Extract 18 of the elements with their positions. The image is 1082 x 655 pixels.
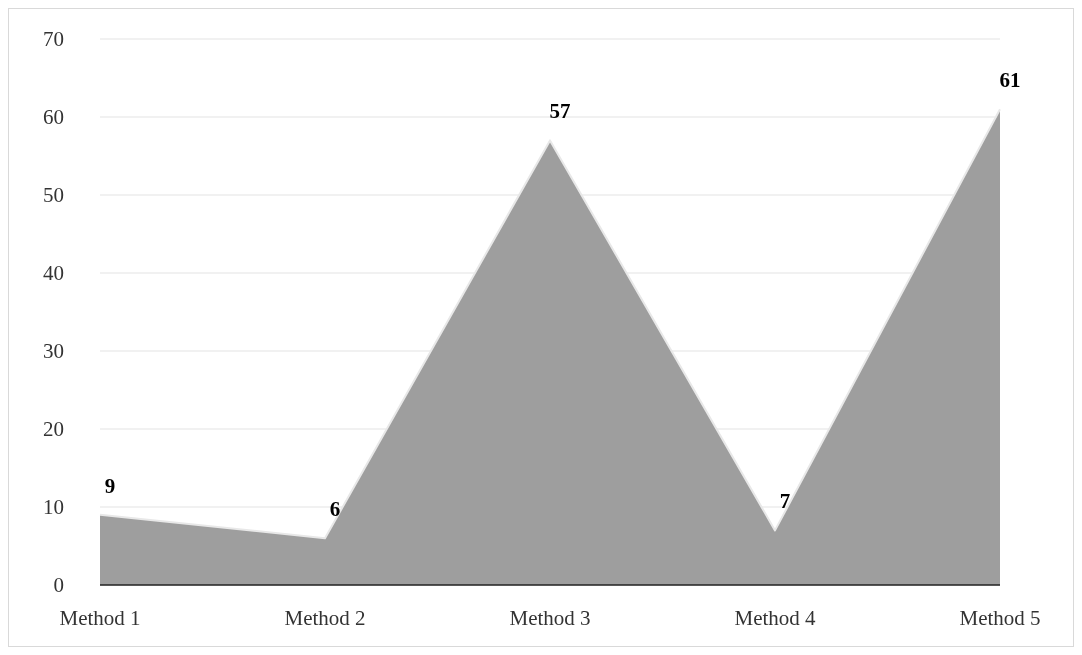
x-tick-label: Method 1 xyxy=(59,606,141,630)
y-tick-label: 70 xyxy=(43,27,64,52)
data-label: 57 xyxy=(549,99,571,124)
data-label: 6 xyxy=(329,497,341,522)
y-tick-label: 0 xyxy=(53,573,64,598)
data-label: 9 xyxy=(104,473,116,498)
y-tick-label: 20 xyxy=(43,417,64,442)
data-label: 61 xyxy=(999,68,1021,93)
y-tick-label: 40 xyxy=(43,261,64,286)
data-label: 7 xyxy=(779,489,791,514)
y-tick-label: 50 xyxy=(43,183,64,208)
x-tick-label: Method 2 xyxy=(284,606,366,630)
x-tick-label: Method 4 xyxy=(734,606,817,630)
y-tick-label: 10 xyxy=(43,495,64,520)
y-tick-label: 30 xyxy=(43,339,64,364)
x-tick-label: Method 5 xyxy=(959,606,1041,630)
y-tick-label: 60 xyxy=(43,105,64,130)
x-tick-label: Method 3 xyxy=(509,606,591,630)
